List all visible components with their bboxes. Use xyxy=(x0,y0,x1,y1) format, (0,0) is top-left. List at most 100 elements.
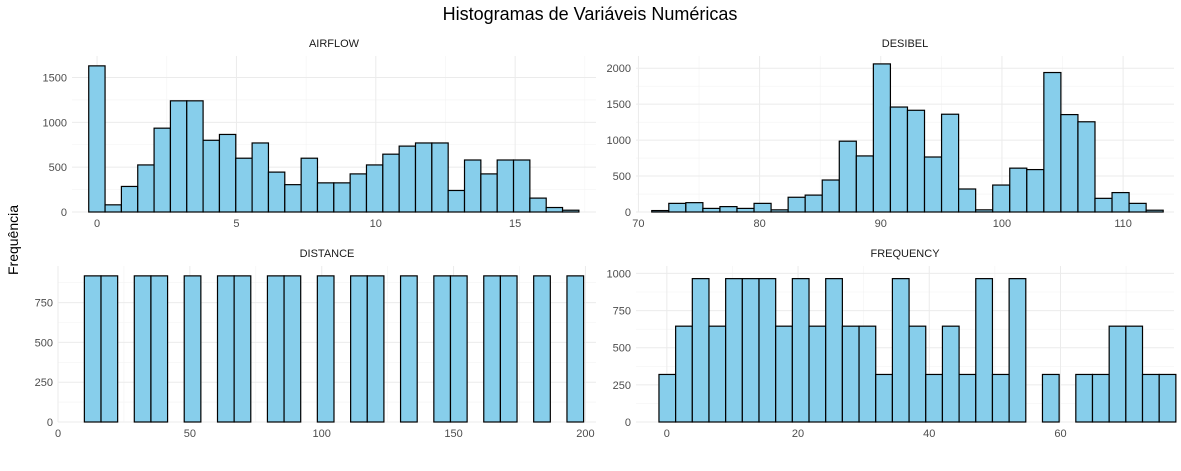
histogram-bar xyxy=(725,278,743,423)
figure-title: Histogramas de Variáveis Numéricas xyxy=(443,4,738,24)
x-tick-label: 0 xyxy=(55,428,61,440)
panel-airflow: AIRFLOW 0 5 10 15 0 500 1000 1500 xyxy=(43,38,596,230)
x-tick-label: 60 xyxy=(1054,428,1066,440)
histogram-bar xyxy=(480,173,498,213)
histogram-bar xyxy=(1043,71,1062,213)
histogram-bar xyxy=(398,145,417,213)
histogram-bar xyxy=(825,278,843,423)
histogram-bar xyxy=(266,275,285,423)
histogram-bar xyxy=(941,325,960,423)
histogram-bar xyxy=(685,202,704,213)
histogram-bar xyxy=(153,127,172,213)
histogram-bar xyxy=(889,106,909,213)
x-tick-label: 80 xyxy=(753,218,765,230)
histogram-bar xyxy=(399,275,418,423)
histogram-bar xyxy=(1094,197,1113,213)
histogram-bar xyxy=(512,159,531,213)
histogram-bar xyxy=(1158,373,1177,423)
histogram-bar xyxy=(218,133,237,213)
y-tick-label: 2000 xyxy=(607,63,631,75)
histogram-bar xyxy=(736,207,755,213)
x-tick-label: 50 xyxy=(184,428,196,440)
histogram-bar xyxy=(365,164,384,213)
histogram-bar xyxy=(545,206,564,213)
histogram-bar xyxy=(1008,278,1027,423)
panel-title-airflow: AIRFLOW xyxy=(309,38,360,50)
histogram-bar xyxy=(333,182,351,213)
histogram-bar xyxy=(975,278,994,423)
histogram-bar xyxy=(1041,373,1060,423)
histogram-bar xyxy=(1060,113,1079,213)
x-tick-label: 0 xyxy=(94,218,100,230)
x-tick-label: 40 xyxy=(923,428,935,440)
histogram-bar xyxy=(975,209,994,213)
x-tick-label: 200 xyxy=(576,428,594,440)
y-tick-label: 0 xyxy=(625,417,631,429)
histogram-bar xyxy=(449,275,468,423)
histogram-bar xyxy=(651,209,670,213)
histogram-bar xyxy=(349,173,368,213)
panel-distance: DISTANCE 0 50 100 150 200 0 250 500 750 xyxy=(35,248,596,440)
histogram-bar xyxy=(1128,202,1147,213)
y-tick-label: 0 xyxy=(47,417,53,429)
histogram-bar xyxy=(906,109,926,213)
histogram-bar xyxy=(233,275,252,423)
histogram-bar xyxy=(529,197,547,213)
histogram-bar xyxy=(169,100,188,213)
histogram-bar xyxy=(991,373,1010,423)
histogram-bar xyxy=(787,196,806,213)
histogram-bar xyxy=(300,157,319,213)
histogram-bar xyxy=(875,373,894,423)
histogram-bar xyxy=(133,275,152,423)
histogram-bar xyxy=(1141,373,1160,423)
y-tick-label: 750 xyxy=(35,298,53,310)
histogram-bar xyxy=(908,325,927,423)
histogram-bar xyxy=(1145,209,1164,213)
histogram-bar xyxy=(1111,191,1130,213)
y-axis-label: Frequência xyxy=(5,205,21,275)
histogram-bar xyxy=(366,275,385,423)
y-tick-label: 500 xyxy=(613,171,631,183)
histogram-bar xyxy=(668,202,687,213)
histogram-bar xyxy=(83,275,102,423)
panel-desibel: DESIBEL 70 80 90 100 110 0 500 1000 1500 2000 xyxy=(607,38,1174,230)
histogram-bar xyxy=(183,275,202,423)
y-tick-label: 1000 xyxy=(607,135,631,147)
x-tick-label: 90 xyxy=(875,218,887,230)
histogram-bar xyxy=(350,275,368,423)
y-tick-label: 1500 xyxy=(43,73,67,85)
histogram-bar xyxy=(104,204,123,213)
histogram-bar xyxy=(775,325,793,423)
panel-title-frequency: FREQUENCY xyxy=(870,248,940,260)
y-tick-label: 250 xyxy=(613,380,631,392)
y-tick-label: 0 xyxy=(625,207,631,219)
x-tick-label: 5 xyxy=(233,218,239,230)
histogram-bar xyxy=(150,275,169,423)
y-tick-label: 1500 xyxy=(607,99,631,111)
x-tick-label: 100 xyxy=(313,428,331,440)
histogram-bar xyxy=(791,278,810,423)
histogram-bar xyxy=(431,142,449,213)
x-tick-label: 0 xyxy=(664,428,670,440)
histogram-bar xyxy=(316,182,335,213)
histogram-bar xyxy=(120,185,139,213)
histogram-bar xyxy=(858,325,877,423)
histogram-bar xyxy=(483,275,501,423)
histogram-bar xyxy=(316,275,335,423)
histogram-bar xyxy=(1075,373,1094,423)
histogram-bar xyxy=(88,65,106,213)
x-tick-label: 150 xyxy=(444,428,462,440)
histogram-bar xyxy=(216,275,235,423)
y-tick-label: 500 xyxy=(35,337,53,349)
histogram-bar xyxy=(1009,167,1028,213)
x-tick-label: 10 xyxy=(370,218,382,230)
histogram-bar xyxy=(855,155,874,213)
histogram-bar xyxy=(186,100,204,213)
histogram-bar xyxy=(753,202,772,213)
histogram-bar xyxy=(702,207,721,213)
histogram-bar xyxy=(872,63,892,213)
panel-title-distance: DISTANCE xyxy=(300,248,355,260)
panel-frequency: FREQUENCY 0 20 40 60 0 250 500 750 1000 xyxy=(607,248,1177,440)
